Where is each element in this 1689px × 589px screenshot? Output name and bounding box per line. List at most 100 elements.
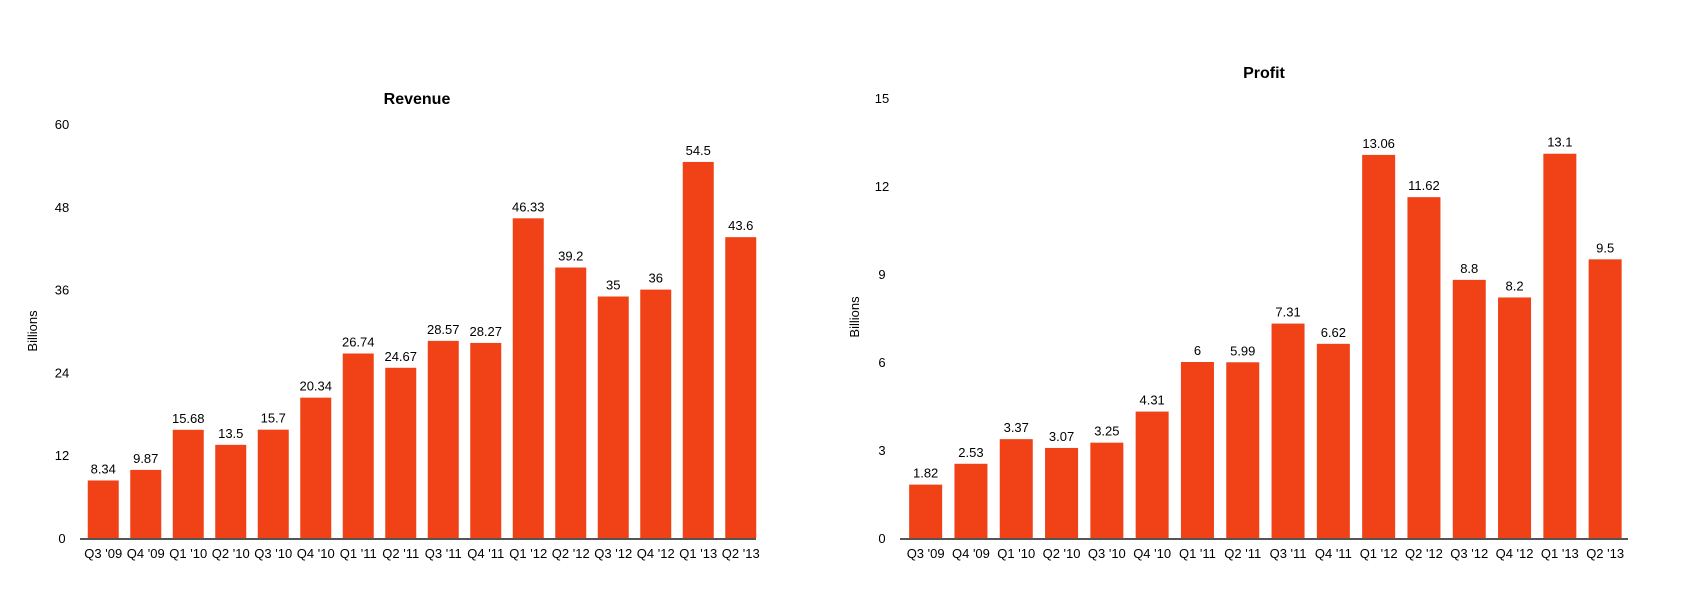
revenue-y-tick-label: 48 [55,200,69,215]
revenue-bar [470,342,502,538]
revenue-bar [385,367,417,538]
profit-y-tick-label: 9 [878,267,885,282]
profit-bar [1135,411,1169,538]
revenue-bar [512,218,544,538]
revenue-category-label: Q2 '13 [722,546,760,561]
profit-category-label: Q3 '11 [1270,546,1307,561]
profit-data-label: 1.82 [913,466,938,481]
revenue-data-label: 9.87 [133,451,158,466]
revenue-bar [597,296,629,538]
revenue-bar [427,340,459,538]
profit-data-label: 3.25 [1094,424,1119,439]
revenue-bar [300,397,332,538]
profit-y-tick-label: 3 [878,443,885,458]
revenue-bar [215,444,247,538]
profit-category-label: Q4 '09 [952,546,990,561]
revenue-data-label: 13.5 [218,426,243,441]
revenue-category-label: Q1 '13 [679,546,717,561]
revenue-y-tick-label: 36 [55,283,69,298]
revenue-category-label: Q2 '12 [552,546,590,561]
revenue-data-label: 36 [649,271,663,286]
revenue-bar [555,267,587,538]
profit-data-label: 13.1 [1547,135,1572,150]
revenue-bar [640,289,672,538]
profit-data-label: 8.2 [1506,278,1524,293]
profit-bar [1271,323,1305,538]
revenue-category-label: Q4 '12 [637,546,675,561]
revenue-chart: Revenue Billions 0 12 24 36 48 60 8.34 Q3 '09 9.87… [25,91,760,561]
revenue-category-label: Q4 '11 [467,546,504,561]
profit-category-label: Q3 '09 [907,546,945,561]
profit-category-label: Q1 '13 [1541,546,1579,561]
revenue-data-label: 26.74 [342,334,375,349]
profit-bar [1090,442,1124,538]
profit-bar [1452,279,1486,538]
revenue-category-label: Q1 '10 [169,546,207,561]
revenue-data-label: 28.27 [469,324,502,339]
profit-category-label: Q1 '10 [997,546,1035,561]
profit-data-label: 4.31 [1139,393,1164,408]
revenue-category-label: Q1 '11 [340,546,377,561]
profit-category-label: Q2 '13 [1586,546,1624,561]
profit-data-label: 5.99 [1230,343,1255,358]
profit-bar [909,484,943,538]
profit-y-tick-label: 6 [878,355,885,370]
profit-y-tick-label: 0 [878,531,885,546]
revenue-data-label: 24.67 [384,349,417,364]
profit-category-label: Q2 '12 [1405,546,1443,561]
profit-data-label: 6.62 [1321,325,1346,340]
profit-data-label: 11.62 [1408,178,1440,193]
revenue-category-label: Q2 '10 [212,546,250,561]
revenue-y-tick-label: 0 [58,531,65,546]
revenue-y-tick-label: 12 [55,448,69,463]
revenue-category-label: Q4 '10 [297,546,335,561]
profit-category-label: Q3 '10 [1088,546,1126,561]
revenue-data-label: 15.7 [261,411,286,426]
revenue-category-label: Q2 '11 [382,546,419,561]
revenue-data-label: 8.34 [91,461,116,476]
revenue-bar [725,237,757,538]
profit-y-axis-label: Billions [847,296,862,338]
profit-bar [1180,362,1214,538]
revenue-data-label: 39.2 [558,249,583,264]
revenue-category-label: Q3 '10 [254,546,292,561]
revenue-data-label: 15.68 [172,411,205,426]
revenue-bar [342,353,374,538]
profit-category-label: Q3 '12 [1450,546,1488,561]
profit-bar [1407,197,1441,538]
profit-category-label: Q4 '11 [1315,546,1352,561]
profit-chart: Profit Billions 0 3 6 9 12 15 1.82 Q3 '09 2.53 Q4 '… [847,65,1628,561]
profit-category-label: Q1 '11 [1179,546,1216,561]
revenue-bar [172,429,204,538]
profit-data-label: 8.8 [1460,261,1478,276]
profit-category-label: Q2 '10 [1043,546,1081,561]
revenue-category-label: Q4 '09 [127,546,165,561]
revenue-data-label: 28.57 [427,322,460,337]
revenue-data-label: 46.33 [512,199,545,214]
profit-data-label: 3.37 [1004,420,1029,435]
revenue-category-label: Q3 '11 [425,546,462,561]
revenue-category-label: Q3 '12 [594,546,632,561]
profit-bar [1588,259,1622,538]
profit-category-label: Q4 '12 [1496,546,1534,561]
profit-data-label: 2.53 [958,445,983,460]
profit-bar [954,463,988,538]
profit-chart-title: Profit [1243,65,1285,82]
profit-bar [1045,447,1079,538]
profit-bar [1226,362,1260,538]
profit-data-label: 6 [1194,343,1201,358]
revenue-data-label: 35 [606,278,620,293]
profit-bar [1498,297,1532,538]
revenue-data-label: 20.34 [299,379,332,394]
revenue-category-label: Q3 '09 [84,546,122,561]
revenue-y-axis-label: Billions [25,310,40,352]
revenue-y-tick-label: 60 [55,117,69,132]
profit-data-label: 9.5 [1596,240,1614,255]
profit-data-label: 3.07 [1049,429,1074,444]
profit-bar [1316,343,1350,538]
profit-y-tick-label: 15 [875,91,889,106]
profit-data-label: 13.06 [1362,136,1395,151]
revenue-bar [682,161,714,538]
revenue-bar [130,469,162,538]
